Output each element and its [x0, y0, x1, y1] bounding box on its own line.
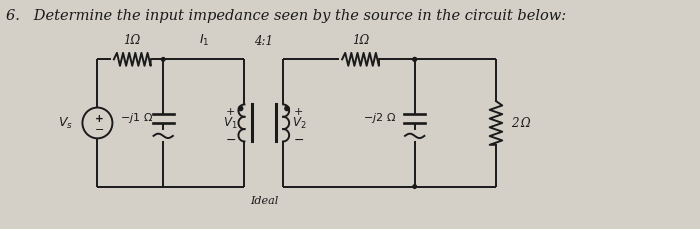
- Text: $V_2$: $V_2$: [293, 116, 307, 131]
- Text: $V_1$: $V_1$: [223, 116, 237, 131]
- Circle shape: [413, 58, 416, 62]
- Text: −: −: [293, 134, 304, 147]
- Text: 2 Ω: 2 Ω: [512, 117, 531, 130]
- Text: $I_1$: $I_1$: [199, 33, 209, 48]
- Text: +: +: [95, 114, 104, 123]
- Text: +: +: [294, 106, 303, 117]
- Text: −: −: [94, 124, 104, 134]
- Text: $-j2\ \Omega$: $-j2\ \Omega$: [363, 111, 396, 124]
- Circle shape: [413, 58, 416, 62]
- Text: Ideal: Ideal: [250, 195, 278, 205]
- Text: $V_s$: $V_s$: [58, 116, 74, 131]
- Circle shape: [285, 107, 289, 111]
- Circle shape: [239, 107, 243, 111]
- Text: 4:1: 4:1: [254, 35, 273, 48]
- Circle shape: [162, 58, 165, 62]
- Text: −: −: [225, 134, 236, 147]
- Circle shape: [413, 185, 416, 188]
- Text: 6.   Determine the input impedance seen by the source in the circuit below:: 6. Determine the input impedance seen by…: [6, 9, 566, 22]
- Text: 1Ω: 1Ω: [124, 34, 141, 47]
- Text: $-j1\ \Omega$: $-j1\ \Omega$: [120, 111, 153, 124]
- Text: +: +: [226, 106, 236, 117]
- Text: 1Ω: 1Ω: [352, 34, 369, 47]
